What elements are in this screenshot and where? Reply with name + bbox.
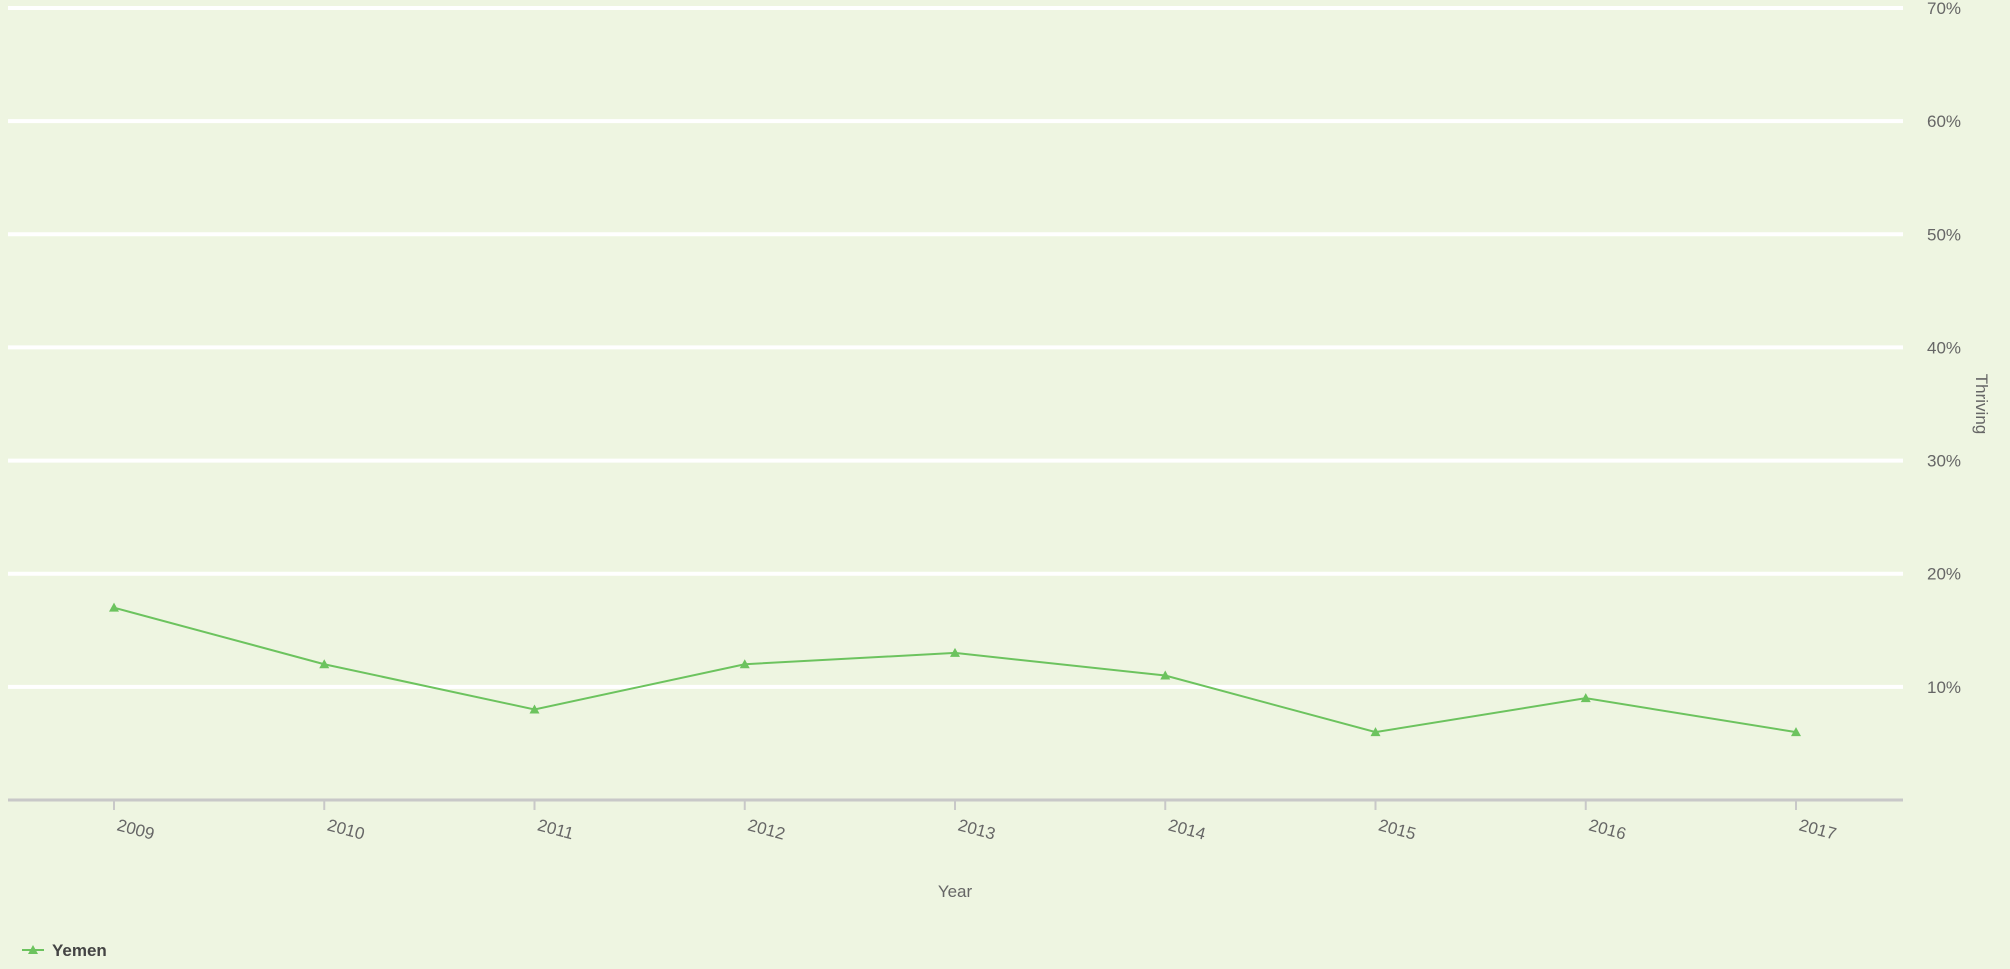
y-tick-label: 30%: [1927, 452, 1961, 471]
data-point-marker[interactable]: [319, 659, 330, 669]
y-tick-label: 60%: [1927, 112, 1961, 131]
legend-triangle-icon: [28, 945, 38, 954]
x-tick-label: 2010: [325, 816, 366, 844]
data-point-marker[interactable]: [1580, 693, 1591, 703]
x-tick-label: 2011: [535, 816, 575, 844]
y-axis-tick-labels: 10% 20% 30% 40% 50% 60% 70%: [1927, 0, 1961, 697]
x-axis-tick-labels: 2009 2010 2011 2012 2013 2014 2015 2016 2017: [115, 816, 1838, 844]
y-tick-label: 40%: [1927, 338, 1961, 357]
data-point-marker[interactable]: [529, 704, 540, 714]
y-axis-label: Thriving: [1972, 374, 1991, 434]
x-tick-label: 2012: [746, 816, 787, 844]
y-tick-label: 20%: [1927, 565, 1961, 584]
data-point-marker[interactable]: [1160, 670, 1171, 680]
x-tick-label: 2013: [956, 816, 997, 844]
data-point-marker[interactable]: [1791, 727, 1801, 737]
x-tick-label: 2016: [1587, 816, 1628, 844]
gridlines: [8, 6, 1903, 689]
data-point-marker[interactable]: [739, 659, 750, 669]
series-line: [113, 606, 1797, 734]
legend[interactable]: Yemen: [22, 941, 107, 960]
y-tick-label: 70%: [1927, 0, 1961, 18]
x-tick-label: 2014: [1166, 816, 1207, 844]
x-axis: [8, 798, 1903, 810]
x-axis-label: Year: [938, 882, 973, 901]
legend-label: Yemen: [52, 941, 107, 960]
x-tick-label: 2017: [1797, 816, 1838, 844]
x-tick-label: 2015: [1376, 816, 1417, 844]
y-tick-label: 50%: [1927, 225, 1961, 244]
data-point-marker[interactable]: [109, 602, 119, 612]
series-layer: [109, 602, 1801, 737]
data-point-marker[interactable]: [1370, 727, 1381, 737]
x-tick-label: 2009: [115, 816, 156, 844]
data-point-marker[interactable]: [950, 647, 960, 657]
y-tick-label: 10%: [1927, 678, 1961, 697]
